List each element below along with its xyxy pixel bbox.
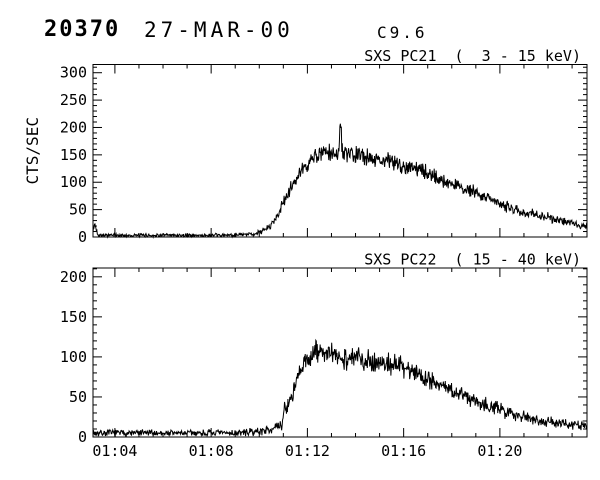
y-tick-label: 150	[60, 308, 87, 326]
y-tick-label: 50	[69, 388, 87, 406]
y-axis-title: CTS/SEC	[23, 117, 42, 184]
y-tick-label: 0	[78, 228, 87, 246]
y-tick-label: 50	[69, 201, 87, 219]
x-tick-label: 01:08	[189, 442, 234, 460]
y-tick-label: 150	[60, 146, 87, 164]
x-tick-label: 01:20	[477, 442, 522, 460]
y-tick-label: 100	[60, 348, 87, 366]
y-tick-label: 0	[78, 428, 87, 446]
plot-frame-pc22	[92, 267, 588, 438]
plot-frame-pc21	[92, 64, 588, 238]
y-tick-label: 100	[60, 173, 87, 191]
plot-title-pc22: SXS PC22 ( 15 - 40 keV)	[364, 251, 581, 269]
x-tick-label: 01:04	[92, 442, 137, 460]
y-tick-label: 300	[60, 64, 87, 82]
light-curve-pc22	[92, 338, 588, 438]
event-date: 27-MAR-00	[144, 18, 294, 42]
event-number: 20370	[44, 17, 121, 42]
goes-class: C9.6	[377, 23, 428, 42]
light-curve-pc21	[92, 123, 588, 239]
plot-pc21: 0 50 100 150 200 250 300 SXS PC21 ( 3 - 15 keV)…	[23, 47, 588, 246]
plot-pc22: 0 50 100 150 200 01:04 01:08 01:12 01:16 01:20 SXS…	[60, 251, 588, 460]
x-tick-label: 01:16	[381, 442, 426, 460]
y-tick-label: 200	[60, 268, 87, 286]
y-tick-label: 250	[60, 91, 87, 109]
y-tick-label: 200	[60, 118, 87, 136]
x-tick-label: 01:12	[285, 442, 330, 460]
plot-title-pc21: SXS PC21 ( 3 - 15 keV)	[364, 47, 581, 65]
